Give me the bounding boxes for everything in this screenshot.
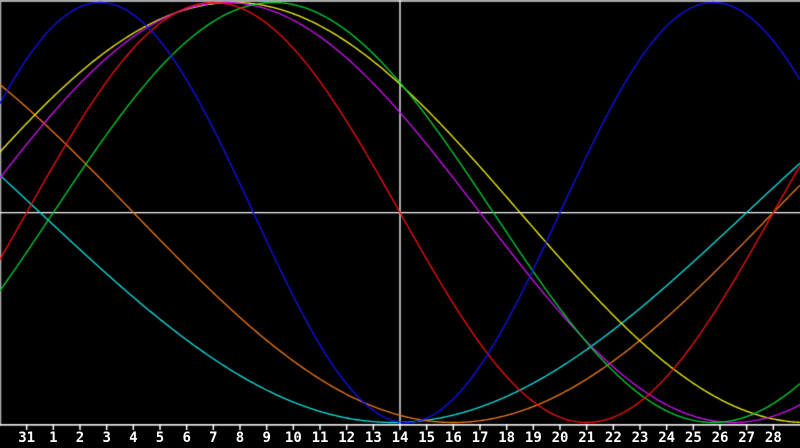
biorhythm-chart: 31 1 2 3 4 5 6 7 8 9 10 11 12 13 14 15 16 17 18 19 20 21 22 23 2… <box>0 0 800 448</box>
chart-canvas <box>0 0 800 448</box>
